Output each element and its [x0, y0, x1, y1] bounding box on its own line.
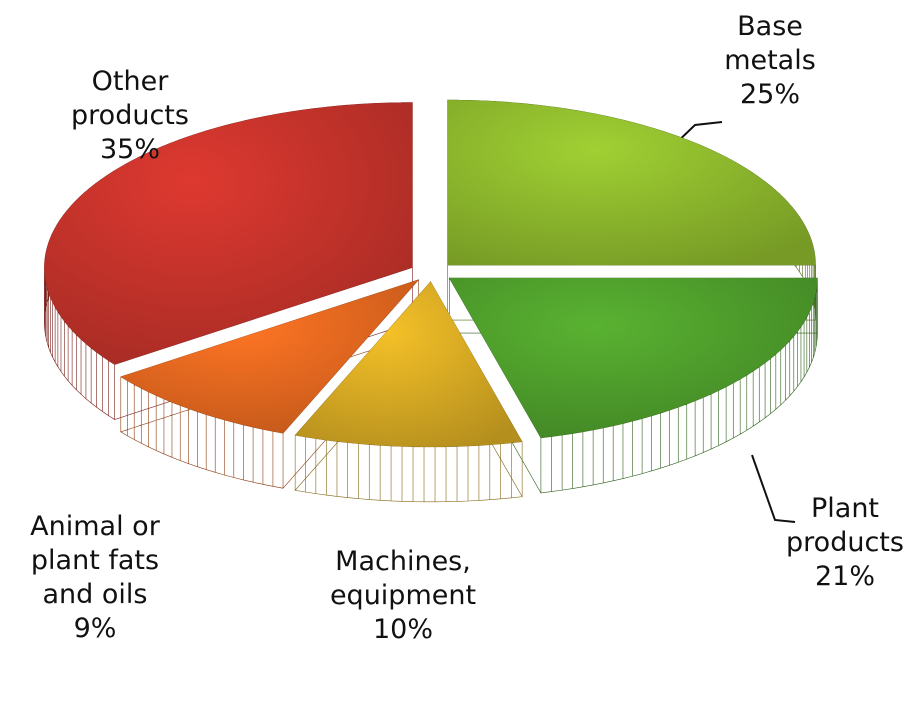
slice [449, 278, 818, 438]
label-name: Animal or plant fats and oils [30, 511, 160, 610]
data-label: Base metals 25% [705, 10, 835, 112]
data-label: Plant products 21% [770, 492, 913, 594]
label-value: 21% [814, 561, 875, 592]
data-label: Other products 35% [50, 65, 210, 167]
slice [44, 102, 413, 365]
label-value: 35% [99, 134, 160, 165]
label-name: Plant products [786, 493, 904, 558]
slice [447, 100, 816, 266]
leader-line [751, 454, 796, 523]
data-label: Animal or plant fats and oils 9% [5, 510, 185, 646]
label-name: Other products [71, 66, 189, 131]
label-value: 10% [372, 614, 433, 645]
label-value: 9% [73, 613, 117, 644]
slice [295, 281, 523, 447]
data-label: Machines, equipment 10% [318, 545, 488, 647]
label-value: 25% [739, 79, 800, 110]
label-name: Machines, equipment [329, 546, 477, 611]
slice [120, 279, 419, 434]
label-name: Base metals [724, 11, 816, 76]
slice-tops [44, 100, 818, 447]
